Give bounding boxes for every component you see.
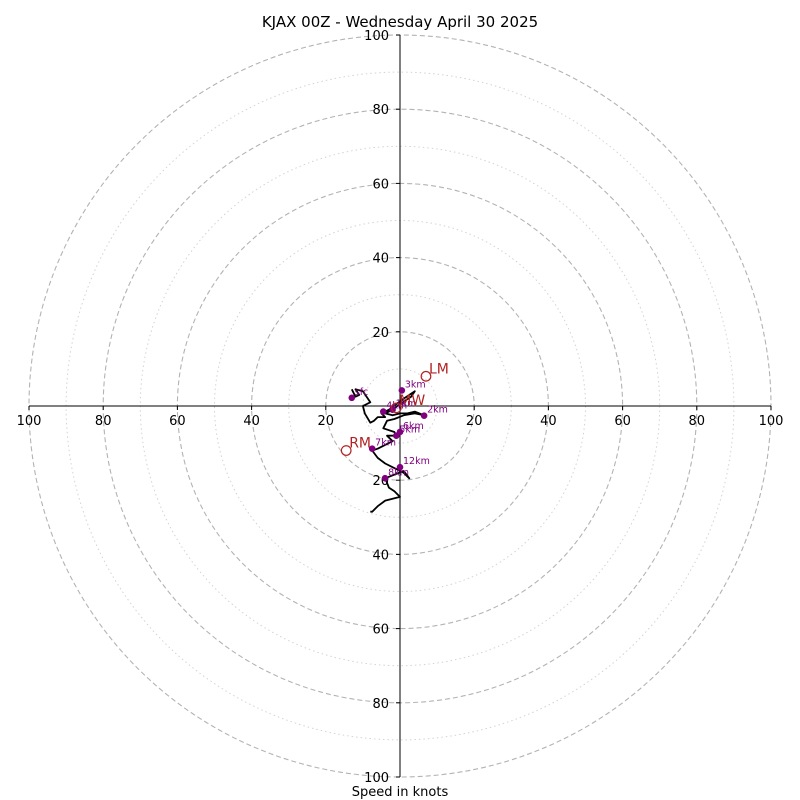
storm-motion-marker-MW xyxy=(390,402,402,414)
tick-label-left-100: 100 xyxy=(17,414,42,429)
storm-motion-label-LM: LM xyxy=(429,361,449,377)
height-marker-7km xyxy=(368,445,376,452)
height-label-7km: 7km xyxy=(375,438,396,449)
height-label-3km: 3km xyxy=(405,379,426,390)
storm-motion-marker-LM xyxy=(420,370,432,382)
tick-label-left-60: 60 xyxy=(169,414,186,429)
x-axis-label: Speed in knots xyxy=(352,785,449,800)
tick-label-top-40: 40 xyxy=(372,252,389,267)
height-marker-2km xyxy=(420,412,428,419)
height-marker-12km xyxy=(396,463,404,471)
tick-label-left-40: 40 xyxy=(243,414,260,429)
height-marker-6km xyxy=(396,428,404,436)
tick-label-bottom-100: 100 xyxy=(364,771,389,786)
height-label-sfc: sfc xyxy=(355,387,369,398)
tick-label-top-100: 100 xyxy=(364,29,389,44)
height-label-6km: 6km xyxy=(403,421,424,432)
storm-motion-label-MW: MW xyxy=(399,393,425,409)
height-marker-8km xyxy=(381,475,389,482)
tick-label-bottom-80: 80 xyxy=(372,697,389,712)
tick-label-top-20: 20 xyxy=(372,326,389,341)
tick-label-right-60: 60 xyxy=(614,414,631,429)
tick-label-right-100: 100 xyxy=(759,414,784,429)
storm-motion-label-RM: RM xyxy=(349,436,371,452)
height-label-8km: 8km xyxy=(388,467,409,478)
tick-label-bottom-40: 40 xyxy=(372,548,389,563)
height-label-1km: 1km xyxy=(396,399,417,410)
tick-label-right-80: 80 xyxy=(689,414,706,429)
tick-labels: 100 80 60 40 20 20 40 60 80 100100806040202040608… xyxy=(17,29,784,786)
height-marker-3km xyxy=(398,387,406,394)
tick-label-left-80: 80 xyxy=(95,414,112,429)
tick-label-left-20: 20 xyxy=(318,414,335,429)
height-label-4km: 4km xyxy=(386,401,407,412)
height-label-5km: 5km xyxy=(399,425,420,436)
tick-label-bottom-60: 60 xyxy=(372,623,389,638)
axes xyxy=(29,35,771,777)
tick-label-top-60: 60 xyxy=(372,177,389,192)
tick-label-top-80: 80 xyxy=(372,103,389,118)
height-label-12km: 12km xyxy=(403,456,430,467)
tick-label-right-40: 40 xyxy=(540,414,557,429)
height-marker-4km xyxy=(380,408,387,415)
storm-motion-marker-RM xyxy=(340,445,352,456)
tick-label-right-20: 20 xyxy=(466,414,483,429)
height-marker-sfc xyxy=(348,394,356,402)
chart-title: KJAX 00Z - Wednesday April 30 2025 xyxy=(262,13,538,31)
hodograph-trace xyxy=(350,388,426,513)
hodograph-line xyxy=(350,388,426,513)
storm-motion-markers: LM RM MW xyxy=(340,361,449,456)
height-label-2km: 2km xyxy=(427,405,448,416)
